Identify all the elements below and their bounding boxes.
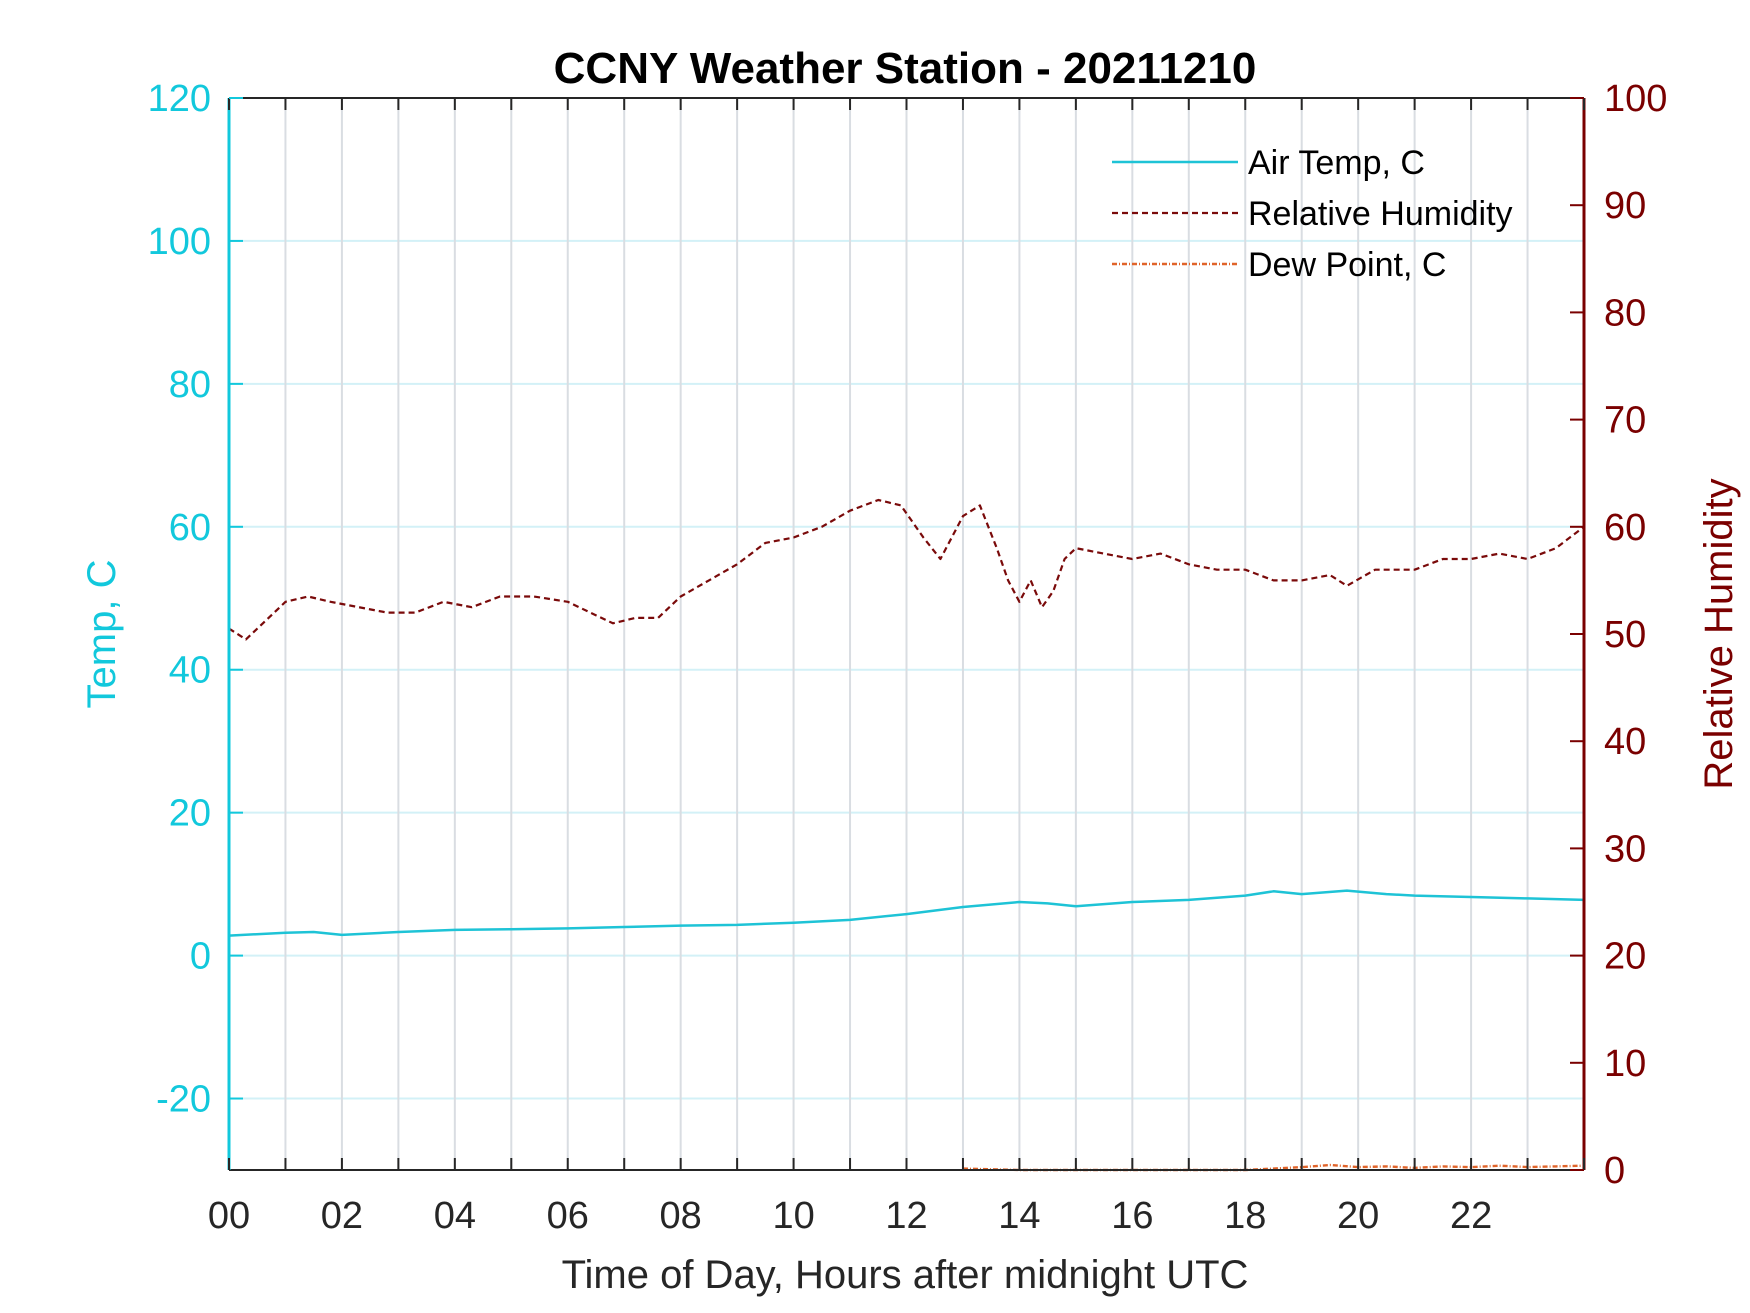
chart-title: CCNY Weather Station - 20211210 — [554, 44, 1257, 93]
grid-layer — [229, 97, 1584, 1170]
y-right-tick-label: 10 — [1604, 1043, 1646, 1085]
x-tick-label: 20 — [1337, 1195, 1379, 1237]
y-left-tick-label: 0 — [190, 936, 211, 978]
x-tick-label: 04 — [434, 1195, 476, 1237]
y-axis-left-label: Temp, C — [80, 560, 124, 709]
y-left-tick-label: -20 — [156, 1079, 211, 1121]
x-tick-label: 10 — [772, 1195, 814, 1237]
y-right-tick-label: 80 — [1604, 292, 1646, 334]
legend: Air Temp, C Relative Humidity Dew Point, C — [1112, 144, 1513, 284]
x-tick-label: 08 — [660, 1195, 702, 1237]
x-tick-label: 18 — [1224, 1195, 1266, 1237]
y-right-tick-label: 90 — [1604, 185, 1646, 227]
y-axis-right-label: Relative Humidity — [1697, 478, 1741, 789]
y-right-tick-label: 0 — [1604, 1150, 1625, 1192]
series-layer — [228, 498, 1585, 1172]
series-line-dew-point-c — [962, 1163, 1585, 1172]
x-tick-label: 12 — [885, 1195, 927, 1237]
y-left-tick-label: 100 — [148, 221, 211, 263]
y-left-tick-label: 120 — [148, 78, 211, 120]
y-right-tick-label: 50 — [1604, 614, 1646, 656]
x-axis-label: Time of Day, Hours after midnight UTC — [562, 1253, 1249, 1297]
legend-label: Air Temp, C — [1248, 144, 1425, 182]
x-tick-label: 02 — [321, 1195, 363, 1237]
x-tick-label: 06 — [547, 1195, 589, 1237]
y-right-tick-label: 60 — [1604, 507, 1646, 549]
series-line-relative-humidity — [228, 498, 1585, 641]
y-right-tick-label: 30 — [1604, 828, 1646, 870]
y-right-tick-label: 70 — [1604, 400, 1646, 442]
y-left-tick-label: 40 — [169, 650, 211, 692]
y-right-tick-label: 100 — [1604, 78, 1667, 120]
legend-label: Relative Humidity — [1248, 195, 1513, 233]
y-right-tick-label: 40 — [1604, 721, 1646, 763]
x-tick-label: 00 — [208, 1195, 250, 1237]
x-tick-label: 16 — [1111, 1195, 1153, 1237]
legend-label: Dew Point, C — [1248, 246, 1446, 284]
y-left-tick-label: 60 — [169, 507, 211, 549]
x-tick-label: 22 — [1450, 1195, 1492, 1237]
series-line-air-temp-c — [228, 889, 1585, 937]
y-left-tick-label: 80 — [169, 364, 211, 406]
y-left-tick-label: 20 — [169, 793, 211, 835]
x-tick-label: 14 — [998, 1195, 1040, 1237]
y-right-tick-label: 20 — [1604, 936, 1646, 978]
axes-layer: 00 02 04 06 08 10 12 14 16 18 20 22120100806040200-… — [148, 78, 1668, 1237]
